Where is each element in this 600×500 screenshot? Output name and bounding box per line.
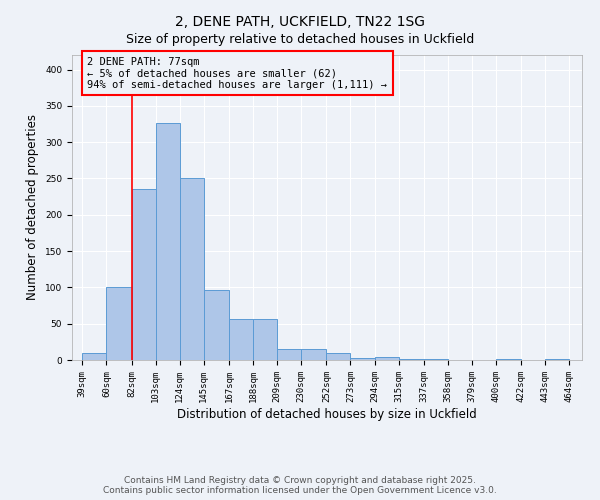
Bar (326, 354, 350, 360)
Bar (131, 188, 155, 360)
Bar (301, 349, 326, 360)
Y-axis label: Number of detached properties: Number of detached properties (26, 114, 40, 300)
X-axis label: Distribution of detached houses by size in Uckfield: Distribution of detached houses by size … (177, 408, 477, 420)
Bar (350, 358, 374, 360)
Text: 2 DENE PATH: 77sqm
← 5% of detached houses are smaller (62)
94% of semi-detached: 2 DENE PATH: 77sqm ← 5% of detached hous… (88, 56, 388, 90)
Bar (155, 122, 180, 360)
Bar (374, 357, 398, 360)
Bar (398, 358, 424, 360)
Text: 2, DENE PATH, UCKFIELD, TN22 1SG: 2, DENE PATH, UCKFIELD, TN22 1SG (175, 15, 425, 29)
Bar (204, 290, 229, 360)
Bar (106, 286, 131, 360)
Text: Contains HM Land Registry data © Crown copyright and database right 2025.
Contai: Contains HM Land Registry data © Crown c… (103, 476, 497, 495)
Bar (180, 178, 204, 360)
Bar (277, 349, 301, 360)
Text: Size of property relative to detached houses in Uckfield: Size of property relative to detached ho… (126, 32, 474, 46)
Bar (229, 318, 253, 360)
Bar (82, 352, 106, 360)
Bar (253, 318, 277, 360)
